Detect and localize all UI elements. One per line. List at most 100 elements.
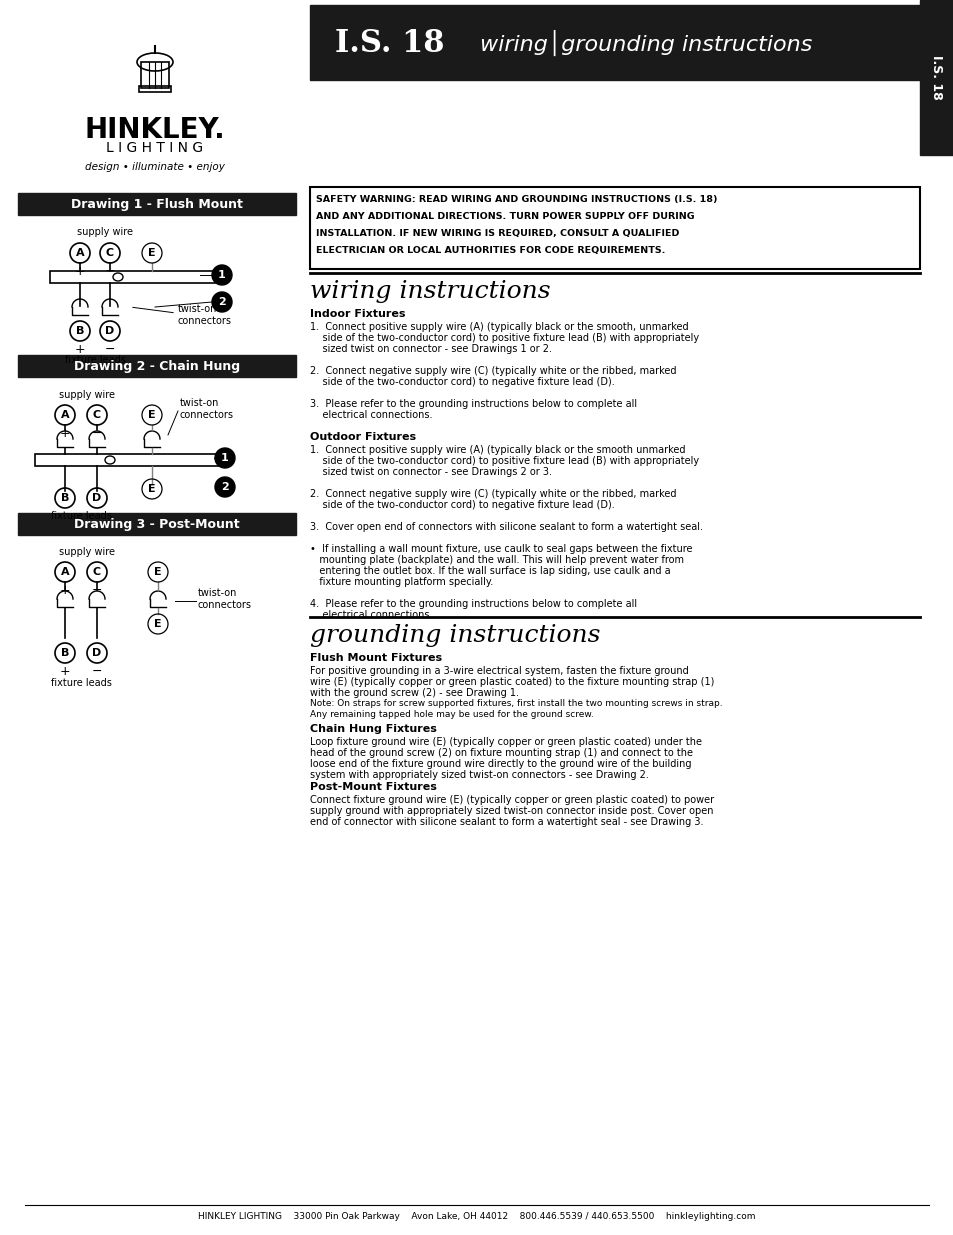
Text: HINKLEY LIGHTING    33000 Pin Oak Parkway    Avon Lake, OH 44012    800.446.5539: HINKLEY LIGHTING 33000 Pin Oak Parkway A…: [198, 1213, 755, 1221]
Text: E: E: [148, 410, 155, 420]
Text: 1.  Connect positive supply wire (A) (typically black or the smooth unmarked: 1. Connect positive supply wire (A) (typ…: [310, 445, 685, 454]
Text: 3.  Cover open end of connectors with silicone sealant to form a watertight seal: 3. Cover open end of connectors with sil…: [310, 522, 702, 532]
Text: Note: On straps for screw supported fixtures, first install the two mounting scr: Note: On straps for screw supported fixt…: [310, 699, 721, 708]
Text: E: E: [154, 567, 162, 577]
Text: −: −: [105, 343, 115, 356]
Text: 1: 1: [218, 270, 226, 280]
Text: E: E: [148, 248, 155, 258]
Text: end of connector with silicone sealant to form a watertight seal - see Drawing 3: end of connector with silicone sealant t…: [310, 818, 702, 827]
Text: electrical connections.: electrical connections.: [310, 410, 432, 420]
Text: side of the two-conductor cord) to negative fixture lead (D).: side of the two-conductor cord) to negat…: [310, 500, 614, 510]
Text: supply ground with appropriately sized twist-on connector inside post. Cover ope: supply ground with appropriately sized t…: [310, 806, 713, 816]
Text: head of the ground screw (2) on fixture mounting strap (1) and connect to the: head of the ground screw (2) on fixture …: [310, 748, 692, 758]
Circle shape: [214, 477, 234, 496]
Text: −: −: [91, 584, 102, 597]
Text: grounding instructions: grounding instructions: [310, 624, 599, 647]
Text: −: −: [105, 266, 115, 278]
Text: twist-on
connectors: twist-on connectors: [178, 304, 232, 326]
Text: A: A: [61, 567, 70, 577]
Bar: [18, 354, 295, 377]
Text: C: C: [92, 567, 101, 577]
Text: mounting plate (backplate) and the wall. This will help prevent water from: mounting plate (backplate) and the wall.…: [310, 555, 683, 564]
Text: Indoor Fixtures: Indoor Fixtures: [310, 309, 405, 319]
Text: twist-on
connectors: twist-on connectors: [180, 398, 233, 420]
Text: For positive grounding in a 3-wire electrical system, fasten the fixture ground: For positive grounding in a 3-wire elect…: [310, 666, 688, 676]
Text: fixture leads: fixture leads: [51, 511, 112, 521]
Text: E: E: [148, 484, 155, 494]
Text: twist-on
connectors: twist-on connectors: [198, 588, 252, 610]
Text: +: +: [74, 266, 85, 278]
Text: system with appropriately sized twist-on connectors - see Drawing 2.: system with appropriately sized twist-on…: [310, 769, 648, 781]
Bar: [141, 62, 169, 88]
Text: I.S. 18: I.S. 18: [335, 27, 444, 58]
Text: design • illuminate • enjoy: design • illuminate • enjoy: [85, 162, 225, 172]
Text: 1: 1: [221, 453, 229, 463]
Circle shape: [212, 291, 232, 312]
Text: ELECTRICIAN OR LOCAL AUTHORITIES FOR CODE REQUIREMENTS.: ELECTRICIAN OR LOCAL AUTHORITIES FOR COD…: [315, 246, 664, 254]
Text: 2.  Connect negative supply wire (C) (typically white or the ribbed, marked: 2. Connect negative supply wire (C) (typ…: [310, 489, 676, 499]
Text: 2: 2: [218, 296, 226, 308]
Text: B: B: [61, 648, 70, 658]
Bar: [18, 193, 295, 215]
Text: electrical connections.: electrical connections.: [310, 610, 432, 620]
Text: sized twist on connector - see Drawings 2 or 3.: sized twist on connector - see Drawings …: [310, 467, 552, 477]
Text: Drawing 1 - Flush Mount: Drawing 1 - Flush Mount: [71, 198, 243, 210]
Text: 2: 2: [221, 482, 229, 492]
Text: side of the two-conductor cord) to positive fixture lead (B) with appropriately: side of the two-conductor cord) to posit…: [310, 333, 699, 343]
Text: 2.  Connect negative supply wire (C) (typically white or the ribbed, marked: 2. Connect negative supply wire (C) (typ…: [310, 366, 676, 375]
Text: wiring│grounding instructions: wiring│grounding instructions: [479, 30, 812, 56]
Bar: [310, 186, 919, 269]
Text: E: E: [154, 619, 162, 629]
Bar: [18, 513, 295, 535]
Text: B: B: [75, 326, 84, 336]
Text: D: D: [92, 648, 102, 658]
Text: −: −: [91, 427, 102, 440]
Text: 1.  Connect positive supply wire (A) (typically black or the smooth, unmarked: 1. Connect positive supply wire (A) (typ…: [310, 322, 688, 332]
Text: Outdoor Fixtures: Outdoor Fixtures: [310, 432, 416, 442]
Text: C: C: [92, 410, 101, 420]
Text: Post-Mount Fixtures: Post-Mount Fixtures: [310, 782, 436, 792]
Text: supply wire: supply wire: [59, 547, 115, 557]
Text: 3.  Please refer to the grounding instructions below to complete all: 3. Please refer to the grounding instruc…: [310, 399, 637, 409]
Text: INSTALLATION. IF NEW WIRING IS REQUIRED, CONSULT A QUALIFIED: INSTALLATION. IF NEW WIRING IS REQUIRED,…: [315, 228, 679, 238]
Text: L I G H T I N G: L I G H T I N G: [107, 141, 203, 156]
Text: +: +: [60, 584, 71, 597]
Text: side of the two-conductor cord) to negative fixture lead (D).: side of the two-conductor cord) to negat…: [310, 377, 614, 387]
Text: −: −: [91, 664, 102, 678]
Text: Connect fixture ground wire (E) (typically copper or green plastic coated) to po: Connect fixture ground wire (E) (typical…: [310, 795, 714, 805]
Text: side of the two-conductor cord) to positive fixture lead (B) with appropriately: side of the two-conductor cord) to posit…: [310, 456, 699, 466]
Text: supply wire: supply wire: [59, 390, 115, 400]
Text: Drawing 2 - Chain Hung: Drawing 2 - Chain Hung: [74, 359, 240, 373]
Text: Loop fixture ground wire (E) (typically copper or green plastic coated) under th: Loop fixture ground wire (E) (typically …: [310, 737, 701, 747]
Text: entering the outlet box. If the wall surface is lap siding, use caulk and a: entering the outlet box. If the wall sur…: [310, 566, 670, 576]
Text: with the ground screw (2) - see Drawing 1.: with the ground screw (2) - see Drawing …: [310, 688, 518, 698]
Text: Drawing 3 - Post-Mount: Drawing 3 - Post-Mount: [74, 517, 239, 531]
Text: +: +: [60, 664, 71, 678]
Text: fixture leads: fixture leads: [65, 354, 125, 366]
Text: sized twist on connector - see Drawings 1 or 2.: sized twist on connector - see Drawings …: [310, 345, 552, 354]
Text: B: B: [61, 493, 70, 503]
Text: supply wire: supply wire: [77, 227, 132, 237]
Circle shape: [214, 448, 234, 468]
Text: wire (E) (typically copper or green plastic coated) to the fixture mounting stra: wire (E) (typically copper or green plas…: [310, 677, 714, 687]
Text: Flush Mount Fixtures: Flush Mount Fixtures: [310, 653, 441, 663]
Text: A: A: [61, 410, 70, 420]
Circle shape: [212, 266, 232, 285]
Text: HINKLEY.: HINKLEY.: [85, 116, 225, 144]
Text: 4.  Please refer to the grounding instructions below to complete all: 4. Please refer to the grounding instruc…: [310, 599, 637, 609]
Bar: [50, 270, 214, 283]
Bar: [35, 454, 225, 466]
Bar: [139, 86, 171, 91]
Text: fixture leads: fixture leads: [51, 678, 112, 688]
Text: SAFETY WARNING: READ WIRING AND GROUNDING INSTRUCTIONS (I.S. 18): SAFETY WARNING: READ WIRING AND GROUNDIN…: [315, 195, 717, 204]
Text: C: C: [106, 248, 114, 258]
Text: +: +: [60, 427, 71, 440]
Bar: [919, 0, 953, 156]
Text: Any remaining tapped hole may be used for the ground screw.: Any remaining tapped hole may be used fo…: [310, 710, 593, 719]
Text: fixture mounting platform specially.: fixture mounting platform specially.: [310, 577, 493, 587]
Text: wiring instructions: wiring instructions: [310, 280, 550, 303]
Bar: [310, 5, 919, 80]
Text: D: D: [105, 326, 114, 336]
Text: I.S. 18: I.S. 18: [929, 54, 943, 99]
Text: A: A: [75, 248, 84, 258]
